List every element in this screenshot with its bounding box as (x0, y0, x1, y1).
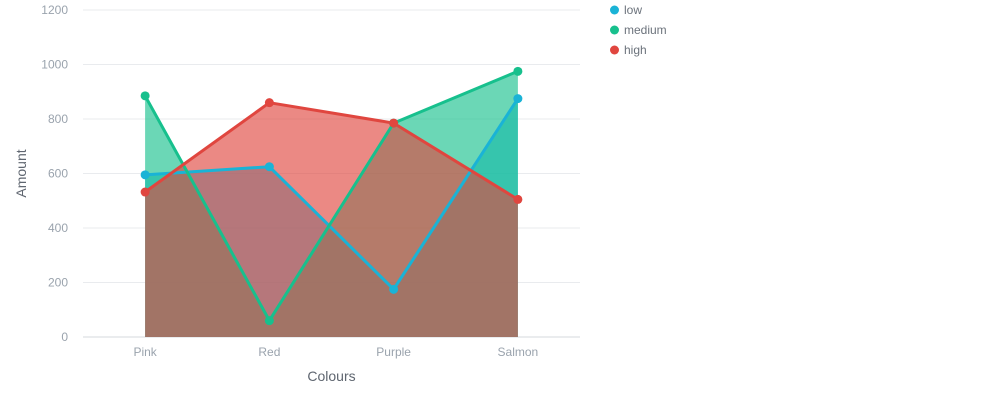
legend-marker-medium[interactable] (610, 25, 619, 35)
series-points (140, 66, 523, 326)
legend: low medium high (610, 3, 667, 57)
y-tick-label: 1000 (41, 58, 68, 72)
line-high (143, 101, 520, 201)
series-lines (143, 69, 520, 323)
y-tick-label: 800 (48, 112, 68, 126)
point-high[interactable] (140, 187, 150, 197)
y-tick-label: 0 (61, 330, 68, 344)
y-axis-title: Amount (13, 149, 29, 197)
y-tick-label: 400 (48, 221, 68, 235)
legend-label-medium[interactable]: medium (624, 23, 667, 37)
x-tick-label: Salmon (498, 345, 539, 359)
axes: Colours Amount 0 200 400 600 800 1000 1200 Pink… (13, 3, 538, 384)
y-tick-label: 1200 (41, 3, 68, 17)
legend-label-low[interactable]: low (624, 3, 642, 17)
series-areas (145, 71, 518, 338)
point-low[interactable] (140, 170, 150, 180)
x-tick-label: Purple (376, 345, 411, 359)
point-medium[interactable] (513, 66, 523, 76)
x-axis-title: Colours (307, 368, 355, 384)
y-tick-label: 200 (48, 276, 68, 290)
legend-marker-high[interactable] (610, 45, 619, 55)
x-tick-label: Red (258, 345, 280, 359)
legend-label-high[interactable]: high (624, 43, 647, 57)
line-medium (143, 69, 520, 323)
point-high[interactable] (389, 118, 399, 128)
point-low[interactable] (389, 284, 399, 294)
point-medium[interactable] (140, 91, 150, 101)
y-tick-label: 600 (48, 167, 68, 181)
point-high[interactable] (264, 98, 274, 108)
point-high[interactable] (513, 194, 523, 204)
point-medium[interactable] (264, 316, 274, 326)
x-tick-label: Pink (133, 345, 157, 359)
point-low[interactable] (513, 94, 523, 104)
legend-marker-low[interactable] (610, 5, 619, 15)
line-low (143, 97, 520, 291)
point-low[interactable] (264, 162, 274, 172)
